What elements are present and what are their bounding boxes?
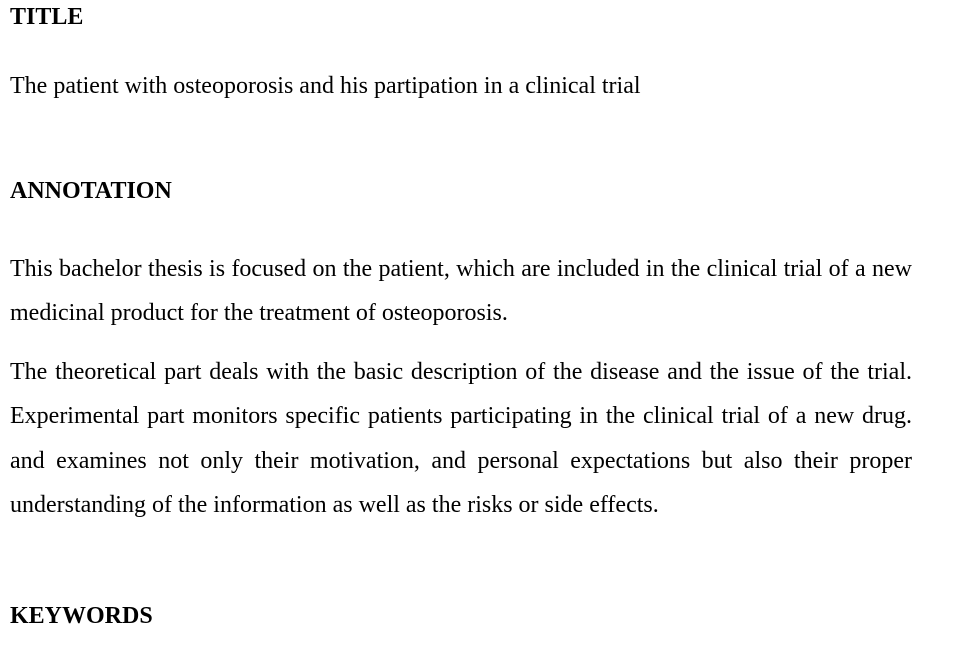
annotation-paragraph-2: The theoretical part deals with the basi… xyxy=(10,350,912,528)
keywords-heading: KEYWORDS xyxy=(10,603,912,630)
document-page: TITLE The patient with osteoporosis and … xyxy=(0,0,960,659)
document-subtitle: The patient with osteoporosis and his pa… xyxy=(10,73,912,100)
annotation-heading: ANNOTATION xyxy=(10,178,912,205)
annotation-paragraph-1: This bachelor thesis is focused on the p… xyxy=(10,247,912,336)
title-heading: TITLE xyxy=(10,4,912,31)
